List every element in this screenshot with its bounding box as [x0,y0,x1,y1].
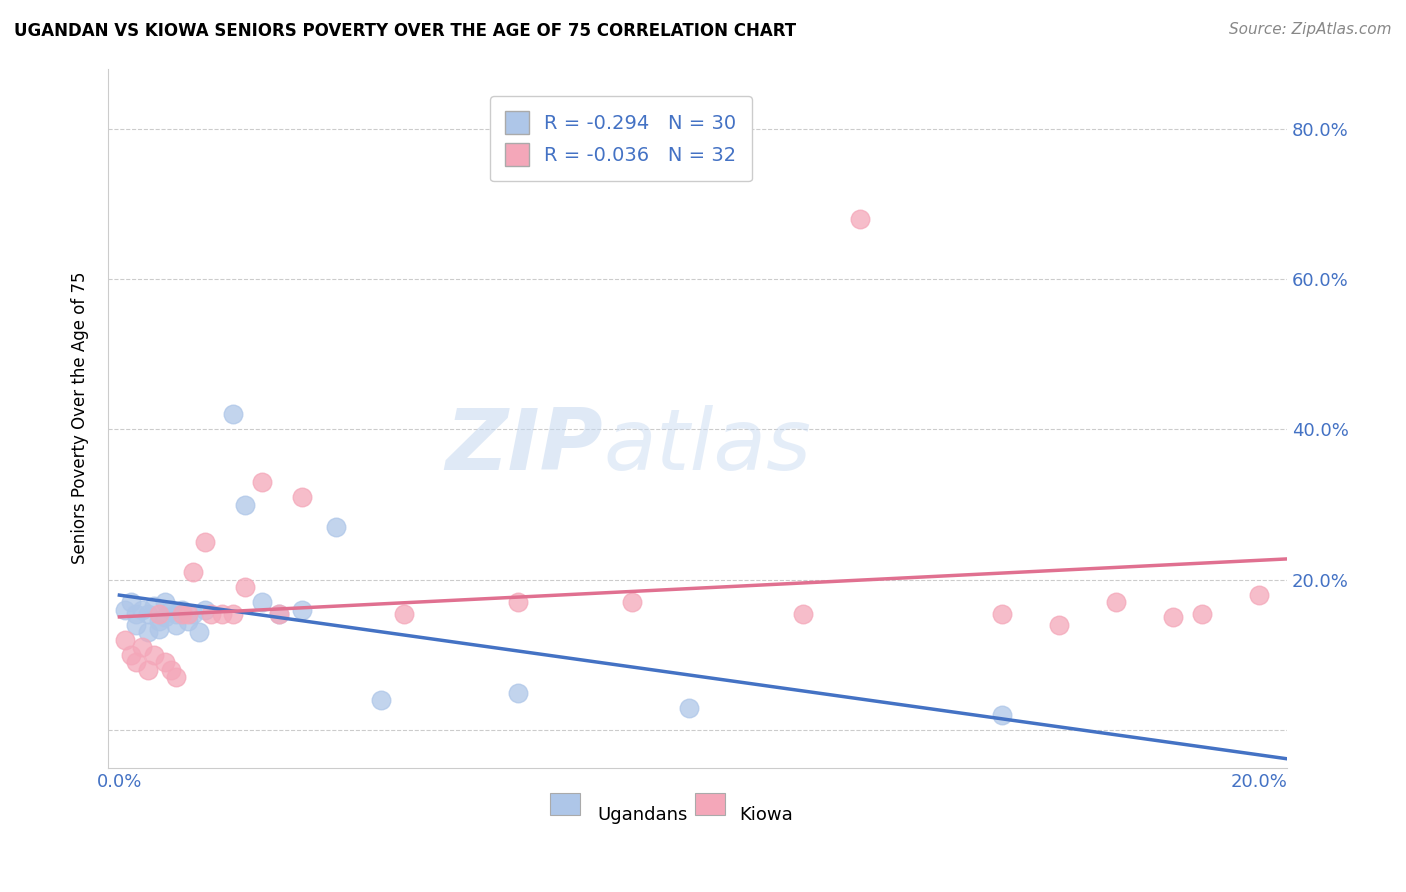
Point [136,625,159,640]
Point [991,708,1014,723]
Point [370,693,392,707]
Point [136,663,159,677]
Point [170,603,193,617]
Point [211,607,233,621]
Text: atlas: atlas [603,405,811,488]
Point [177,614,200,628]
Point [183,566,205,580]
Point [125,607,148,621]
Point [177,607,200,621]
Point [291,603,314,617]
Point [792,607,814,621]
Point [148,622,170,636]
Point [1247,588,1270,602]
Point [250,475,273,489]
Text: ZIP: ZIP [446,405,603,488]
Text: UGANDAN VS KIOWA SENIORS POVERTY OVER THE AGE OF 75 CORRELATION CHART: UGANDAN VS KIOWA SENIORS POVERTY OVER TH… [14,22,796,40]
Point [120,648,142,662]
Point [233,498,256,512]
Point [991,607,1014,621]
Point [153,656,176,670]
Point [233,580,256,594]
Point [142,599,165,613]
Point [849,211,872,226]
Bar [695,793,724,815]
Point [506,685,529,699]
Point [148,607,170,621]
Point [148,614,170,628]
Point [136,607,159,621]
Point [291,490,314,504]
Point [1105,595,1128,609]
Point [159,603,181,617]
Point [165,671,187,685]
Point [222,607,245,621]
Point [267,607,290,621]
Point [1161,610,1184,624]
Point [153,595,176,609]
Point [142,648,165,662]
Legend: R = -0.294   N = 30, R = -0.036   N = 32: R = -0.294 N = 30, R = -0.036 N = 32 [489,95,752,181]
Point [125,656,148,670]
Point [392,607,415,621]
Text: Kiowa: Kiowa [738,806,793,824]
Point [1047,618,1070,632]
Point [621,595,644,609]
Point [120,595,142,609]
Point [165,607,187,621]
Bar [550,793,579,815]
Point [194,603,217,617]
Point [188,625,211,640]
Point [222,408,245,422]
Point [325,520,347,534]
Point [159,663,181,677]
Point [131,640,153,655]
Point [170,607,193,621]
Point [200,607,222,621]
Point [125,618,148,632]
Point [153,610,176,624]
Text: Ugandans: Ugandans [598,806,688,824]
Text: Source: ZipAtlas.com: Source: ZipAtlas.com [1229,22,1392,37]
Point [678,700,700,714]
Point [114,632,136,647]
Point [183,607,205,621]
Point [506,595,529,609]
Point [165,618,187,632]
Point [114,603,136,617]
Point [1191,607,1213,621]
Point [267,607,290,621]
Point [250,595,273,609]
Y-axis label: Seniors Poverty Over the Age of 75: Seniors Poverty Over the Age of 75 [72,272,89,565]
Point [194,535,217,549]
Point [131,603,153,617]
